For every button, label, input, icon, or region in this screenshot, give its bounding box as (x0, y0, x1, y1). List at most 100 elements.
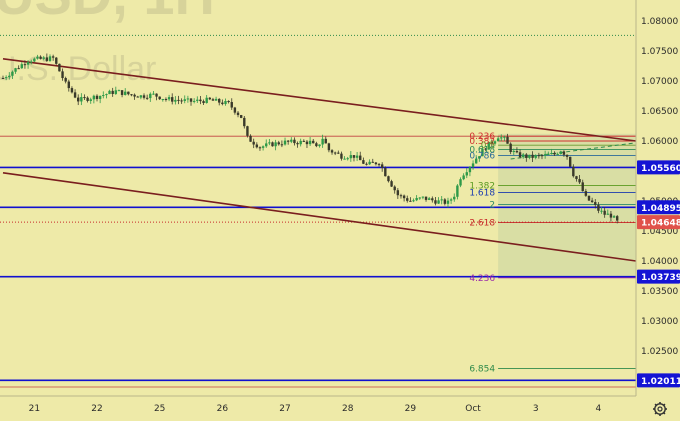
candle-body (540, 155, 544, 157)
candle-body (481, 148, 484, 157)
candle-body (312, 140, 315, 144)
candle-body (484, 148, 487, 150)
candle-body (581, 182, 584, 192)
candle-body (453, 196, 456, 200)
candle-body (550, 153, 553, 155)
candle-body (55, 57, 58, 64)
candle-body (424, 196, 428, 200)
candle-body (171, 97, 174, 102)
candle-body (61, 71, 64, 79)
candle-body (352, 155, 356, 158)
candle-body (42, 57, 45, 59)
candle-body (500, 137, 503, 139)
price-badge (637, 200, 680, 215)
candle-body (562, 151, 566, 155)
candle-body (158, 96, 161, 100)
candle-body (412, 200, 415, 202)
candle-body (402, 195, 406, 199)
price-badge-label: 1.04895 (641, 204, 680, 214)
candle-body (584, 191, 588, 196)
candle-body (199, 99, 202, 102)
candle-body (594, 202, 597, 205)
time-tick-label: 3 (533, 404, 539, 414)
candle-body (48, 56, 52, 61)
candle-body (471, 163, 475, 168)
price-badge (637, 215, 680, 230)
candle-body (346, 158, 349, 160)
candle-body (14, 68, 17, 72)
candle-body (205, 97, 208, 104)
candle-body (224, 100, 227, 105)
price-badge (637, 160, 680, 175)
candle-body (239, 115, 243, 118)
candle-body (133, 94, 136, 97)
fib-level-label: 0.236 (469, 132, 495, 142)
candle-body (333, 152, 337, 154)
price-badge-label: 1.05560 (641, 164, 680, 174)
candle-body (324, 138, 327, 144)
candle-body (547, 154, 550, 156)
candle-body (380, 164, 384, 168)
candle-body (390, 181, 393, 187)
candle-body (77, 97, 80, 102)
candle-body (161, 99, 165, 101)
candle-body (503, 136, 506, 138)
candle-body (355, 155, 359, 158)
candle-body (521, 154, 525, 158)
candle-body (603, 210, 606, 215)
candle-body (427, 198, 431, 200)
candle-body (327, 143, 331, 151)
candle-body (296, 143, 299, 145)
candle-body (271, 142, 274, 147)
candle-body (221, 102, 224, 105)
candle-body (387, 176, 390, 182)
candle-body (202, 101, 205, 104)
candle-body (211, 99, 215, 101)
candle-body (102, 95, 105, 97)
price-tick-label: 1.03500 (641, 287, 678, 297)
candle-body (615, 216, 619, 221)
candle-body (243, 117, 246, 127)
time-tick-label: 22 (91, 404, 102, 414)
candle-body (95, 95, 99, 99)
candle-body (214, 98, 218, 101)
candle-body (36, 56, 39, 59)
fib-level-label: 4.236 (469, 274, 495, 284)
time-axis-panel[interactable] (0, 396, 680, 421)
candle-body (421, 196, 425, 198)
time-tick-label: 28 (342, 404, 354, 414)
candle-body (612, 216, 616, 218)
candle-body (406, 198, 409, 201)
price-tick-label: 1.08000 (641, 17, 678, 27)
candle-body (33, 58, 36, 62)
gear-icon[interactable] (653, 402, 667, 416)
channel-line-0 (2, 58, 637, 142)
candle-body (174, 99, 177, 102)
candle-body (255, 144, 259, 148)
candle-body (490, 141, 494, 144)
candle-body (51, 56, 55, 58)
candle-body (265, 143, 268, 147)
candle-body (92, 95, 96, 100)
fib-level-label: 2 (489, 201, 495, 211)
candle-body (26, 62, 30, 65)
candle-body (280, 144, 284, 146)
candle-body (164, 99, 168, 101)
candle-body (139, 95, 143, 98)
time-tick-label: 25 (154, 404, 165, 414)
candle-body (568, 156, 572, 167)
candle-body (117, 90, 121, 92)
candle-body (58, 63, 61, 72)
candle-body (20, 64, 24, 69)
time-tick-label: 27 (279, 404, 290, 414)
candle-body (86, 97, 89, 101)
candle-body (531, 154, 534, 158)
candle-body (89, 99, 92, 101)
price-badge-label: 1.04648 (641, 219, 680, 229)
candle-body (290, 139, 293, 142)
candle-body (286, 140, 290, 142)
candle-body (431, 198, 434, 201)
candle-body (553, 153, 556, 155)
candle-body (384, 167, 387, 177)
